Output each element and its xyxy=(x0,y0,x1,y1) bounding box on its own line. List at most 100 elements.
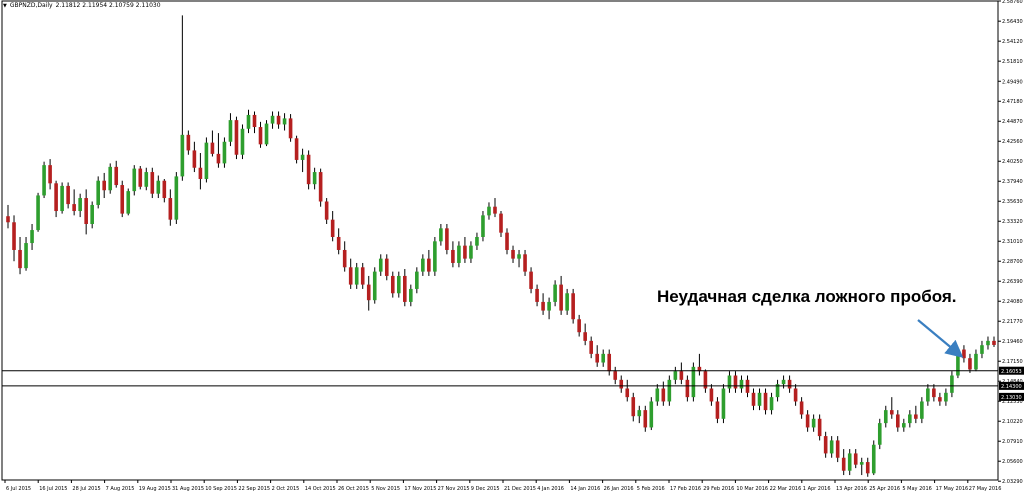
candle-body xyxy=(282,118,287,125)
level-label-bg xyxy=(999,392,1024,401)
candle-body xyxy=(409,288,413,302)
candle-body xyxy=(78,198,82,212)
candle-body xyxy=(649,401,654,428)
x-tick-label: 10 Mar 2016 xyxy=(736,486,768,492)
x-tick-label: 16 Jul 2015 xyxy=(39,486,67,492)
candle-body xyxy=(96,180,100,205)
levels-layer: 2.16053 2.14300 2.13030 xyxy=(2,366,1024,401)
candle-body xyxy=(631,397,636,417)
level-label: 2.14300 xyxy=(1001,384,1022,390)
candle-body xyxy=(174,176,179,220)
candle-body xyxy=(48,165,52,184)
candle-body xyxy=(559,284,563,311)
y-tick-label: 2.47180 xyxy=(1002,99,1023,105)
candle-body xyxy=(715,401,720,419)
level-label-bg xyxy=(999,366,1024,375)
candle-body xyxy=(481,215,485,237)
x-tick-label: 5 May 2016 xyxy=(902,486,931,492)
candle-body xyxy=(475,236,479,246)
annotation-arrow xyxy=(917,319,964,358)
candle-body xyxy=(805,414,810,428)
candle-body xyxy=(980,345,984,354)
candle-body xyxy=(72,204,76,212)
candle-body xyxy=(751,392,756,406)
candle-body xyxy=(276,115,281,125)
candle-body xyxy=(811,418,816,428)
candle-body xyxy=(589,340,593,354)
x-tick-label: 22 Mar 2016 xyxy=(770,486,802,492)
candle-body xyxy=(162,180,167,199)
candle-body xyxy=(390,275,395,294)
candle-body xyxy=(90,204,94,225)
candle-body xyxy=(703,371,708,389)
candle-body xyxy=(823,436,828,454)
candle-body xyxy=(607,353,612,372)
candle-body xyxy=(378,258,383,272)
candle-body xyxy=(114,166,119,186)
candle-body xyxy=(210,142,215,154)
candle-body xyxy=(950,375,954,393)
candle-body xyxy=(336,236,341,250)
y-tick-label: 2.26390 xyxy=(1002,279,1023,285)
candle-body xyxy=(511,249,515,259)
candle-body xyxy=(601,353,606,363)
candle-body xyxy=(667,379,672,402)
y-tick-label: 2.51810 xyxy=(1002,59,1023,65)
candle-body xyxy=(342,249,347,268)
candle-body xyxy=(655,388,660,402)
y-tick-label: 2.28700 xyxy=(1002,259,1023,265)
candle-body xyxy=(54,183,58,212)
y-tick-label: 2.12530 xyxy=(1002,399,1023,405)
candle-body xyxy=(859,462,864,465)
candle-body xyxy=(493,206,497,214)
candle-body xyxy=(685,379,690,398)
candle-body xyxy=(547,301,551,311)
candle-body xyxy=(487,206,491,216)
candle-body xyxy=(403,275,407,302)
candle-body xyxy=(246,114,251,129)
candle-body xyxy=(264,123,269,145)
y-tick-label: 2.17150 xyxy=(1002,359,1023,365)
candle-body xyxy=(330,219,335,237)
candle-body xyxy=(619,379,624,389)
candle-body xyxy=(691,366,696,398)
symbol-dropdown-icon[interactable]: ▼ xyxy=(3,2,7,9)
candle-body xyxy=(739,379,744,389)
candle-body xyxy=(270,115,275,124)
candle-body xyxy=(451,249,455,263)
candle-body xyxy=(926,388,930,402)
y-tick-label: 2.05600 xyxy=(1002,459,1023,465)
candle-body xyxy=(817,418,822,437)
candle-body xyxy=(535,288,539,302)
y-tick-label: 2.58760 xyxy=(1002,0,1023,5)
candle-body xyxy=(457,245,461,263)
candle-body xyxy=(769,397,774,411)
candle-body xyxy=(721,388,726,419)
candle-body xyxy=(877,423,882,445)
candle-body xyxy=(853,453,858,465)
candle-body xyxy=(775,384,780,398)
candle-body xyxy=(902,423,906,428)
candle-body xyxy=(132,168,137,192)
candle-body xyxy=(841,457,846,471)
x-tick-label: 5 Feb 2016 xyxy=(637,486,665,492)
candle-body xyxy=(625,388,630,398)
candle-body xyxy=(463,245,467,259)
candle-body xyxy=(180,134,185,177)
candle-body xyxy=(306,154,311,185)
x-tick-label: 28 Jul 2015 xyxy=(72,486,100,492)
y-tick-label: 2.49490 xyxy=(1002,79,1023,85)
candle-body xyxy=(421,258,425,272)
candle-body xyxy=(66,185,70,205)
candle-body xyxy=(348,267,353,285)
candle-body xyxy=(372,271,377,301)
candle-body xyxy=(829,440,834,454)
candle-body xyxy=(613,371,618,380)
candle-body xyxy=(697,366,702,372)
candle-body xyxy=(84,198,88,225)
candle-body xyxy=(144,172,149,187)
candle-body xyxy=(204,142,209,179)
candle-body xyxy=(895,414,900,428)
y-tick-label: 2.31010 xyxy=(1002,239,1023,245)
